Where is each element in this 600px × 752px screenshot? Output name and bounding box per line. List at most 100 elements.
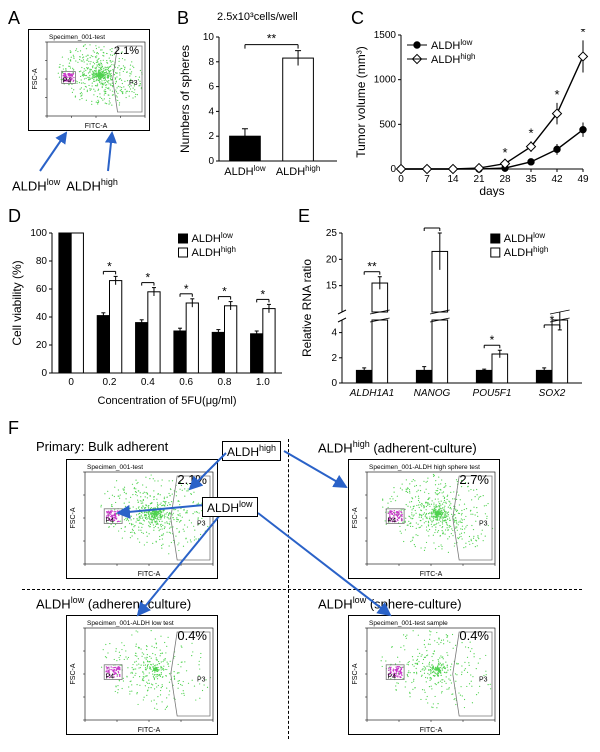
svg-text:SOX2: SOX2 — [539, 388, 566, 399]
svg-text:0: 0 — [208, 156, 214, 167]
flow-plot-low-sph: P4P30.4%Specimen_001-test sampleFITC-AFS… — [348, 615, 500, 735]
svg-text:**: ** — [427, 227, 437, 230]
svg-text:*: * — [222, 285, 227, 299]
svg-text:P4: P4 — [387, 518, 396, 525]
f-center-low: ALDHlow — [202, 497, 258, 517]
svg-text:49: 49 — [577, 174, 589, 185]
f-title-low-adh: ALDHlow (adherent-culture) — [36, 595, 191, 611]
svg-text:8: 8 — [208, 57, 214, 68]
bar-chart-rna: 024152025**ALDH1A1**NANOG*POU5F1*SOX2ALD… — [298, 227, 588, 407]
svg-text:**: ** — [267, 32, 277, 46]
svg-text:Relative RNA ratio: Relative RNA ratio — [300, 259, 314, 357]
panel-label-d: D — [8, 206, 288, 227]
svg-text:P4: P4 — [105, 518, 114, 525]
svg-text:Concentration of 5FU(μg/ml): Concentration of 5FU(μg/ml) — [98, 395, 237, 407]
svg-text:60: 60 — [36, 284, 48, 295]
aldh-low-label: ALDHlow — [12, 177, 60, 193]
svg-text:35: 35 — [525, 174, 537, 185]
svg-text:0: 0 — [68, 377, 74, 388]
svg-text:15: 15 — [326, 281, 338, 292]
svg-text:FSC-A: FSC-A — [352, 507, 359, 528]
svg-text:P4: P4 — [63, 78, 72, 85]
svg-text:FITC-A: FITC-A — [138, 571, 161, 578]
svg-text:*: * — [490, 333, 495, 347]
svg-text:2.1%: 2.1% — [114, 45, 139, 57]
f-title-primary: Primary: Bulk adherent — [36, 439, 168, 454]
svg-text:*: * — [145, 271, 150, 285]
f-title-high-adh: ALDHhigh (adherent-culture) — [318, 439, 477, 455]
flow-plot-high-adh: P4 P3 2.7%Specimen_001-ALDH high sphere te… — [348, 459, 500, 579]
bar-chart-spheres: 0246810**ALDHlowALDHhighNumbers of spher… — [177, 29, 347, 189]
svg-text:P3: P3 — [197, 520, 206, 527]
svg-text:P4: P4 — [387, 674, 396, 681]
svg-text:Cell viability (%): Cell viability (%) — [10, 260, 24, 345]
svg-text:P4: P4 — [105, 674, 114, 681]
svg-text:Specimen_001-test: Specimen_001-test — [87, 464, 143, 471]
svg-text:2.7%: 2.7% — [459, 472, 489, 487]
svg-text:Specimen_001-test sample: Specimen_001-test sample — [369, 620, 448, 627]
svg-text:0.4: 0.4 — [141, 377, 155, 388]
svg-text:Numbers of spheres: Numbers of spheres — [178, 45, 192, 153]
svg-text:80: 80 — [36, 256, 48, 267]
line-chart-tumor: 05001000150007142128354249ALDHlowALDHhig… — [351, 29, 591, 197]
svg-text:FITC-A: FITC-A — [138, 727, 161, 734]
svg-text:1000: 1000 — [374, 75, 397, 86]
svg-text:*: * — [528, 125, 533, 140]
panel-label-b: B — [177, 8, 189, 29]
panel-label-f: F — [8, 418, 19, 439]
svg-text:NANOG: NANOG — [414, 388, 451, 399]
svg-text:2: 2 — [331, 353, 337, 364]
flow-plot-a: P4P32.1%Specimen_001-testFITC-AFSC-A — [28, 29, 150, 131]
panel-b-title: 2.5x10³cells/well — [217, 11, 298, 23]
svg-text:ALDHhigh: ALDHhigh — [192, 245, 236, 259]
svg-text:0.8: 0.8 — [218, 377, 232, 388]
svg-text:20: 20 — [36, 340, 48, 351]
svg-text:0: 0 — [398, 174, 404, 185]
svg-text:*: * — [580, 29, 585, 39]
svg-text:*: * — [502, 145, 507, 160]
svg-text:ALDHhigh: ALDHhigh — [276, 164, 320, 178]
svg-text:*: * — [550, 313, 555, 327]
svg-text:ALDHhigh: ALDHhigh — [504, 245, 548, 259]
svg-text:P3: P3 — [479, 520, 488, 527]
aldh-high-label: ALDHhigh — [66, 177, 118, 193]
svg-text:ALDH1A1: ALDH1A1 — [349, 388, 394, 399]
svg-text:40: 40 — [36, 312, 48, 323]
f-title-low-sph: ALDHlow (sphere-culture) — [318, 595, 462, 611]
svg-text:0.4%: 0.4% — [177, 628, 207, 643]
svg-text:*: * — [554, 87, 559, 102]
svg-text:Specimen_001-ALDH high sphere: Specimen_001-ALDH high sphere test — [369, 464, 480, 471]
svg-text:14: 14 — [447, 174, 459, 185]
svg-text:days: days — [479, 184, 504, 197]
svg-text:42: 42 — [551, 174, 563, 185]
svg-text:FSC-A: FSC-A — [32, 68, 39, 89]
svg-text:4: 4 — [331, 328, 337, 339]
svg-text:Specimen_001-ALDH low test: Specimen_001-ALDH low test — [87, 620, 174, 627]
svg-text:FSC-A: FSC-A — [70, 663, 77, 684]
svg-text:1.0: 1.0 — [256, 377, 270, 388]
svg-text:0.6: 0.6 — [179, 377, 193, 388]
svg-text:*: * — [107, 259, 112, 273]
svg-text:2: 2 — [208, 131, 214, 142]
svg-text:ALDHhigh: ALDHhigh — [431, 52, 475, 66]
svg-text:0: 0 — [41, 368, 47, 379]
svg-text:*: * — [184, 282, 189, 296]
svg-text:P3: P3 — [197, 676, 206, 683]
svg-text:**: ** — [367, 260, 377, 274]
svg-text:25: 25 — [326, 228, 338, 239]
svg-text:Tumor volume (mm³): Tumor volume (mm³) — [354, 46, 368, 158]
svg-text:ALDHlow: ALDHlow — [431, 38, 473, 52]
svg-text:7: 7 — [424, 174, 430, 185]
svg-text:ALDHlow: ALDHlow — [504, 231, 546, 245]
svg-text:100: 100 — [30, 228, 47, 239]
svg-text:2.1%: 2.1% — [177, 472, 207, 487]
svg-text:20: 20 — [326, 254, 338, 265]
svg-text:FSC-A: FSC-A — [352, 663, 359, 684]
svg-text:FSC-A: FSC-A — [70, 507, 77, 528]
f-center-high: ALDHhigh — [222, 441, 281, 461]
svg-text:FITC-A: FITC-A — [420, 571, 443, 578]
svg-text:500: 500 — [379, 119, 396, 130]
svg-text:0: 0 — [390, 164, 396, 175]
svg-text:Specimen_001-test: Specimen_001-test — [49, 34, 105, 41]
svg-text:ALDHlow: ALDHlow — [192, 231, 234, 245]
